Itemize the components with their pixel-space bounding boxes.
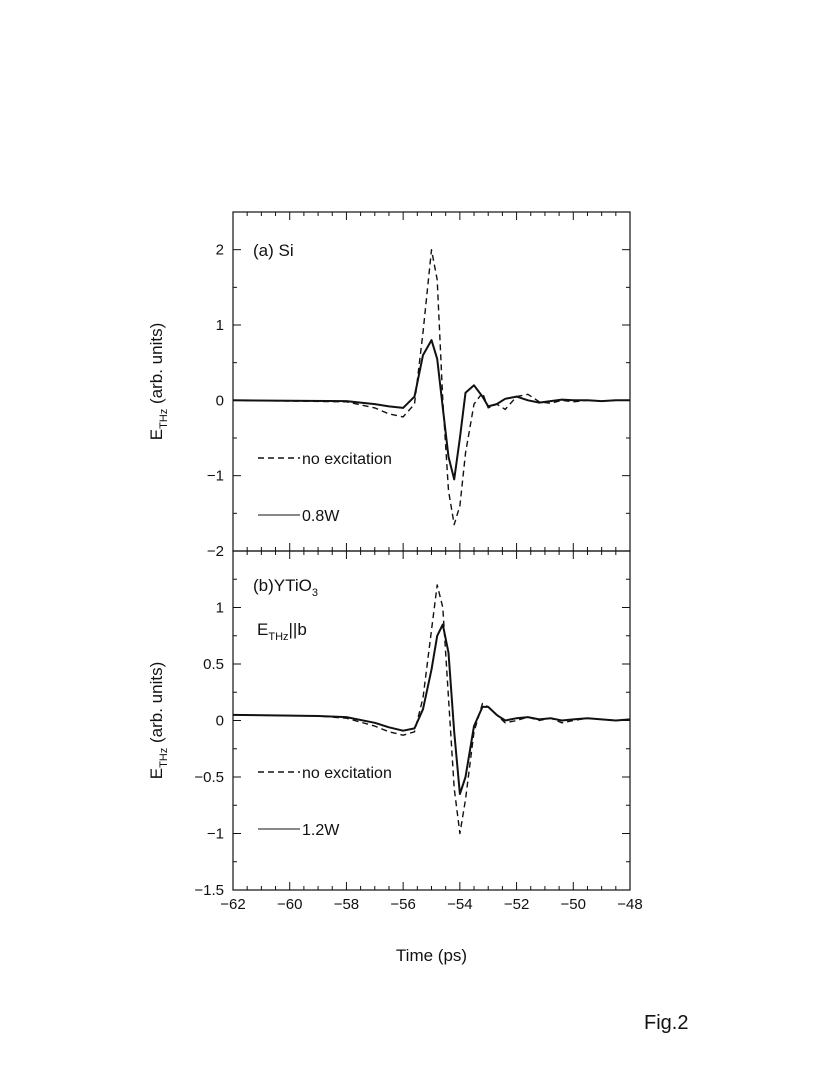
y-tick-label-b: −0.5 [194, 769, 224, 786]
x-tick-label: −54 [447, 896, 472, 913]
panel-a: −2 −1 0 1 2 ETHz (arb. units) (a) Si no excitat… [147, 211, 631, 560]
x-tick-label: −48 [617, 896, 642, 913]
x-tick-label: −60 [277, 896, 302, 913]
x-tick-label: −50 [561, 896, 586, 913]
y-tick-label-b: 0.5 [203, 656, 224, 673]
x-axis-label: Time (ps) [396, 946, 467, 965]
y-tick-label-a: −1 [207, 468, 224, 485]
y-tick-label-b: 1 [216, 600, 224, 617]
panel-label-b: (b)YTiO3 [253, 576, 318, 599]
series-line-a-no-excitation [232, 248, 630, 526]
legend-label-a-0: no excitation [302, 451, 392, 468]
y-tick-label-b: 0 [216, 713, 224, 730]
y-tick-label-b: −1.5 [194, 882, 224, 899]
series-line-b-no-excitation [232, 584, 631, 835]
y-tick-label-a: 0 [216, 392, 224, 409]
x-tick-label: −58 [334, 896, 359, 913]
legend-label-b-0: no excitation [302, 765, 392, 782]
series-line-b-excited [232, 623, 631, 795]
x-tick-label: −52 [504, 896, 529, 913]
y-tick-label-b: −1 [207, 826, 224, 843]
y-axis-label-b: ETHz (arb. units) [147, 662, 170, 780]
legend-label-a-1: 0.8W [302, 508, 340, 525]
plot-frame-a [232, 211, 631, 552]
y-tick-label-a: 2 [216, 242, 224, 259]
y-tick-label-a: −2 [207, 543, 224, 560]
panel-label-a: (a) Si [253, 241, 294, 260]
x-tick-label: −56 [390, 896, 415, 913]
panel-b: −1.5 −1 −0.5 0 0.5 1 −62 −60 −58 −56 −54 −52 −50 −48 T… [147, 550, 643, 965]
y-tick-label-a: 1 [216, 317, 224, 334]
figure-label: Fig.2 [644, 1012, 689, 1034]
field-annotation: ETHz||b [257, 620, 307, 643]
y-axis-label-a: ETHz (arb. units) [147, 323, 170, 441]
x-tick-label: −62 [220, 896, 245, 913]
legend-label-b-1: 1.2W [302, 822, 340, 839]
series-line-a-excited [232, 339, 630, 481]
